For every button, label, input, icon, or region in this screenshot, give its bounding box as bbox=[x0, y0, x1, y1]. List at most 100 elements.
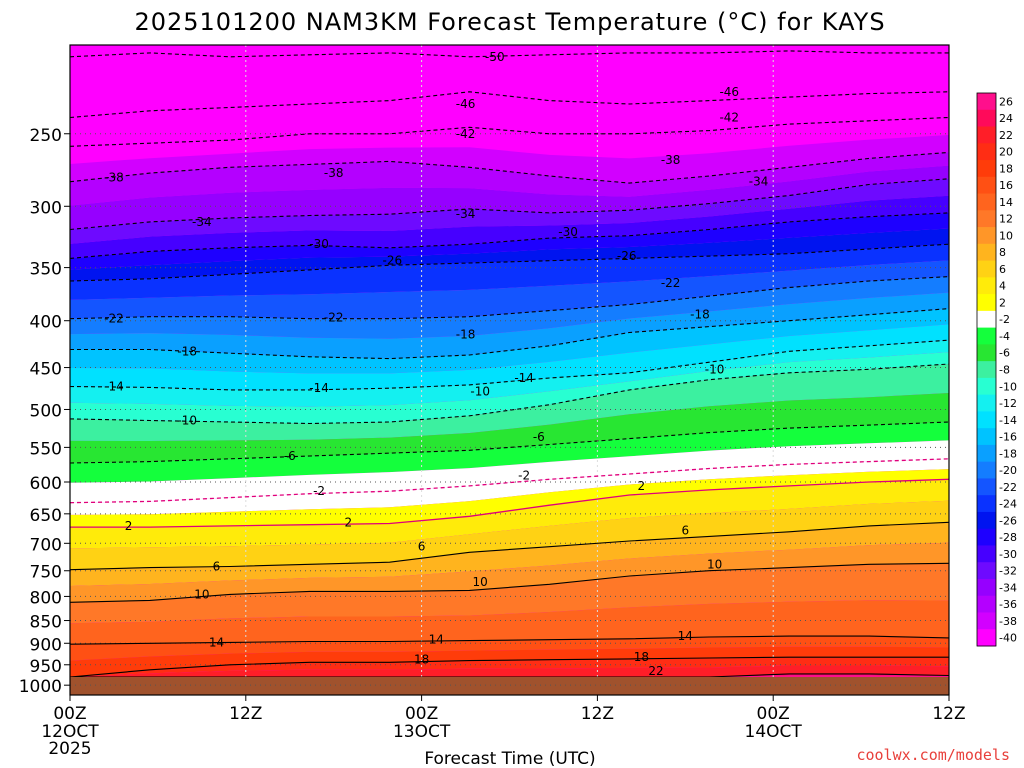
colorbar-label: -2 bbox=[999, 313, 1010, 326]
colorbar-swatch bbox=[977, 411, 996, 429]
colorbar-swatch bbox=[977, 193, 996, 211]
isotherm-label: 6 bbox=[213, 559, 221, 573]
isotherm-line bbox=[70, 656, 949, 677]
colorbar-label: -34 bbox=[999, 581, 1017, 594]
isotherm-label: -34 bbox=[456, 207, 476, 221]
isotherm-label: 14 bbox=[429, 633, 444, 647]
isotherm-label: -30 bbox=[558, 225, 578, 239]
colorbar-label: -12 bbox=[999, 397, 1017, 410]
colorbar-swatch bbox=[977, 444, 996, 463]
y-tick-label: 500 bbox=[30, 401, 62, 421]
colorbar-swatch bbox=[977, 160, 996, 178]
y-tick-label: 650 bbox=[30, 506, 62, 526]
isotherm-label: 10 bbox=[707, 557, 722, 571]
colorbar-swatch bbox=[977, 377, 996, 396]
isotherm-line bbox=[70, 562, 949, 603]
fill-band bbox=[70, 91, 949, 132]
colorbar-swatch bbox=[977, 143, 996, 161]
isotherm-label: -34 bbox=[749, 175, 769, 189]
y-tick-label: 700 bbox=[30, 535, 62, 555]
isotherm-label: 2 bbox=[345, 515, 353, 529]
isotherm-label: -38 bbox=[661, 153, 681, 167]
x-tick-label: 00Z bbox=[53, 704, 86, 724]
fill-band bbox=[70, 212, 949, 270]
colorbar-label: -38 bbox=[999, 615, 1017, 628]
fill-band bbox=[70, 563, 949, 624]
x-tick-label: 12Z bbox=[229, 704, 262, 724]
fill-band bbox=[70, 195, 949, 259]
isotherm-label: 14 bbox=[678, 629, 693, 643]
fill-band bbox=[70, 479, 949, 549]
fill-band bbox=[70, 324, 949, 390]
x-tick-label: 12Z bbox=[932, 704, 965, 724]
colorbar-label: -8 bbox=[999, 364, 1010, 377]
colorbar-swatch bbox=[977, 361, 996, 379]
isotherm-label: -22 bbox=[104, 312, 124, 326]
colorbar-label: -10 bbox=[999, 380, 1017, 393]
colorbar-swatch bbox=[977, 109, 996, 128]
fill-band bbox=[70, 178, 949, 244]
isotherm-label: 2 bbox=[638, 479, 646, 493]
isotherm-label: -42 bbox=[456, 127, 476, 141]
colorbar-swatch bbox=[977, 394, 996, 412]
isotherm-label: 14 bbox=[209, 635, 224, 649]
isotherm-label: -18 bbox=[456, 327, 476, 341]
fill-band bbox=[70, 665, 949, 677]
colorbar-swatch bbox=[977, 511, 996, 530]
isotherm-line bbox=[70, 521, 949, 571]
isotherm-label: -10 bbox=[177, 413, 197, 427]
fill-band bbox=[70, 260, 949, 319]
isotherm-label: -22 bbox=[661, 276, 681, 290]
fill-band bbox=[70, 276, 949, 339]
isotherm-label: 6 bbox=[418, 540, 426, 554]
fill-band bbox=[70, 522, 949, 586]
colorbar-swatch bbox=[977, 294, 996, 312]
colorbar-frame bbox=[976, 92, 997, 647]
fill-band bbox=[70, 500, 949, 570]
colorbar-swatch bbox=[977, 210, 996, 228]
colorbar-swatch bbox=[977, 344, 996, 362]
colorbar-label: 26 bbox=[999, 95, 1013, 108]
fill-band bbox=[70, 165, 949, 230]
isotherm-label: -26 bbox=[382, 254, 402, 268]
isotherm-label: -14 bbox=[309, 381, 329, 395]
colorbar-swatch bbox=[977, 327, 996, 345]
isotherm-label: 2 bbox=[125, 519, 133, 533]
isotherm-line bbox=[70, 635, 949, 645]
x-axis-label: Forecast Time (UTC) bbox=[424, 749, 595, 768]
colorbar-label: 10 bbox=[999, 229, 1013, 242]
colorbar-swatch bbox=[977, 478, 996, 496]
colorbar-label: 20 bbox=[999, 146, 1013, 159]
x-date-label: 13OCT bbox=[393, 722, 451, 742]
colorbar-swatch bbox=[977, 93, 996, 111]
colorbar-label: 24 bbox=[999, 112, 1013, 125]
colorbar-label: 16 bbox=[999, 179, 1013, 192]
colorbar: 26 24 22 20 18 16 14 12 10 8 6 4 2 -2 -4 -6 -8 -10 -12 -14 -… bbox=[976, 92, 1017, 647]
colorbar-swatch bbox=[977, 562, 996, 580]
isotherm-label: 6 bbox=[681, 524, 689, 538]
colorbar-swatch bbox=[977, 277, 996, 295]
isotherm-label: 10 bbox=[194, 587, 209, 601]
colorbar-label: 14 bbox=[999, 196, 1013, 209]
y-tick-label: 300 bbox=[30, 198, 62, 218]
fill-band bbox=[70, 135, 949, 184]
colorbar-label: -26 bbox=[999, 514, 1017, 527]
y-tick-label: 800 bbox=[30, 588, 62, 608]
temperature-fill-bands bbox=[70, 45, 949, 677]
colorbar-label: 4 bbox=[999, 280, 1006, 293]
fill-band bbox=[70, 469, 949, 528]
isotherm-label: -50 bbox=[485, 50, 505, 64]
colorbar-label: 12 bbox=[999, 213, 1013, 226]
x-date-label: 12OCT bbox=[41, 722, 99, 742]
colorbar-swatch bbox=[977, 428, 996, 446]
colorbar-swatch bbox=[977, 545, 996, 563]
fill-band bbox=[70, 542, 949, 603]
x-date-label: 14OCT bbox=[745, 722, 803, 742]
y-axis: 2503003504004505005506006507007508008509… bbox=[19, 126, 70, 697]
colorbar-swatch bbox=[977, 528, 996, 546]
isotherm-line bbox=[70, 151, 949, 184]
isotherm-label: -10 bbox=[470, 385, 490, 399]
fill-band bbox=[70, 657, 949, 677]
